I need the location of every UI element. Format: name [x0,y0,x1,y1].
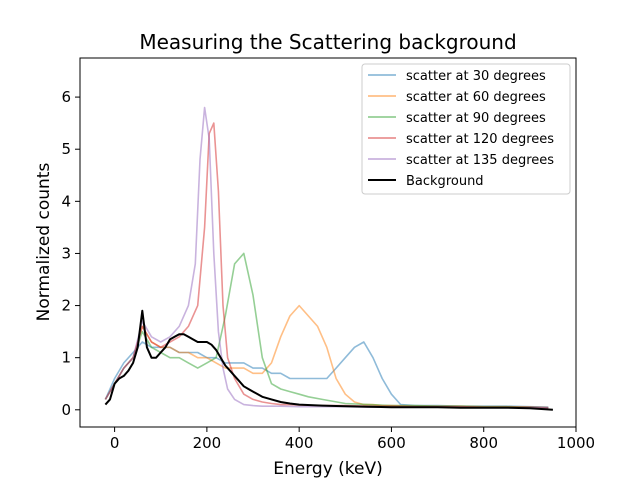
series-layer [104,106,553,411]
x-tick-label: 0 [110,434,120,452]
y-tick-label: 2 [61,297,71,315]
x-tick-label: 600 [377,434,406,452]
y-tick-label: 1 [61,349,71,367]
plot-frame [79,57,577,428]
y-tick-label: 0 [61,401,71,419]
x-tick-label: 800 [469,434,498,452]
x-axis-ticks: 0 200 400 600 800 1000 [110,427,595,452]
y-tick-label: 6 [61,88,71,106]
y-tick-label: 5 [61,140,71,158]
legend-label-2: scatter at 90 degrees [406,111,546,126]
y-tick-label: 3 [61,244,71,262]
legend-label-0: scatter at 30 degrees [406,69,546,84]
x-tick-label: 200 [193,434,222,452]
legend-label-1: scatter at 60 degrees [406,90,546,105]
legend: scatter at 30 degrees scatter at 60 degre… [361,63,571,195]
series-line-2 [104,252,549,409]
legend-label-5: Background [406,174,484,189]
y-axis-ticks: 0 1 2 3 4 5 6 [61,88,80,419]
chart-title: Measuring the Scattering background [139,30,516,54]
x-tick-label: 400 [285,434,314,452]
legend-label-4: scatter at 135 degrees [406,153,554,168]
x-tick-label: 1000 [557,434,595,452]
y-tick-label: 4 [61,192,71,210]
legend-label-3: scatter at 120 degrees [406,132,554,147]
x-axis-label: Energy (keV) [273,459,383,479]
y-axis-label: Normalized counts [34,163,54,322]
series-line-5 [104,309,553,411]
legend-frame [361,63,571,195]
